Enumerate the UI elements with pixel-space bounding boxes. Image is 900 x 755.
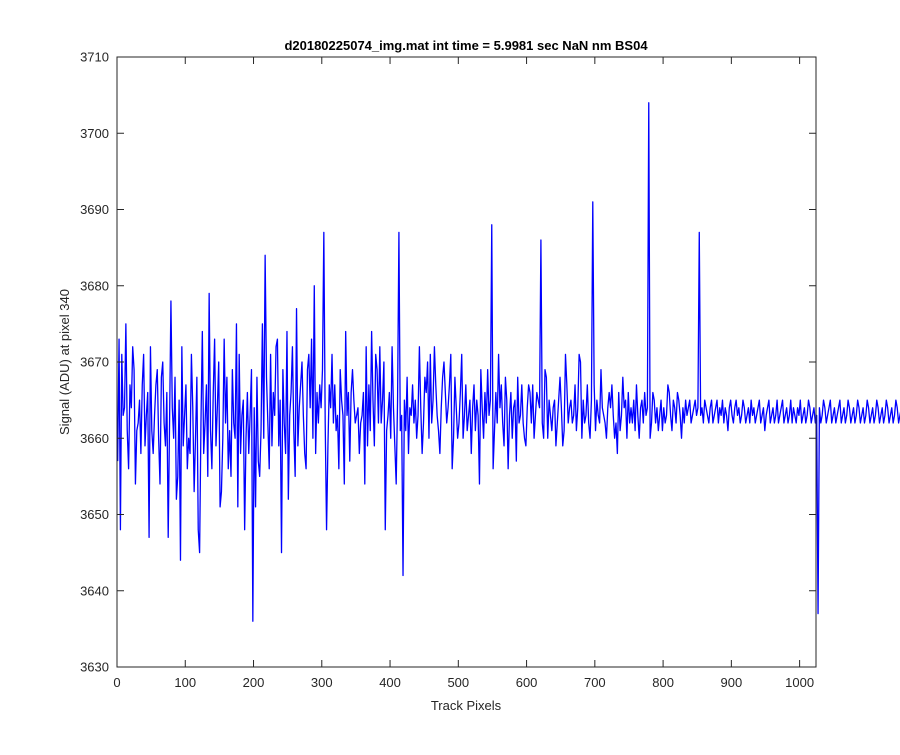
y-tick-label: 3700	[80, 126, 109, 141]
y-axis-label: Signal (ADU) at pixel 340	[57, 289, 72, 435]
x-tick-label: 900	[721, 675, 743, 690]
x-tick-label: 1000	[785, 675, 814, 690]
plot-area	[117, 57, 816, 667]
x-tick-label: 800	[652, 675, 674, 690]
y-tick-label: 3640	[80, 583, 109, 598]
y-tick-label: 3650	[80, 507, 109, 522]
x-tick-label: 100	[174, 675, 196, 690]
x-tick-label: 500	[447, 675, 469, 690]
y-tick-label: 3710	[80, 50, 109, 65]
x-axis-label: Track Pixels	[431, 698, 502, 713]
x-tick-label: 700	[584, 675, 606, 690]
y-tick-label: 3670	[80, 355, 109, 370]
series-line-1	[117, 102, 900, 622]
x-tick-label: 400	[379, 675, 401, 690]
x-tick-label: 300	[311, 675, 333, 690]
y-tick-label: 3690	[80, 202, 109, 217]
y-tick-label: 3630	[80, 660, 109, 675]
x-tick-label: 600	[516, 675, 538, 690]
x-tick-label: 200	[243, 675, 265, 690]
y-tick-label: 3660	[80, 431, 109, 446]
x-tick-label: 0	[113, 675, 120, 690]
chart-title: d20180225074_img.mat int time = 5.9981 s…	[284, 38, 648, 53]
y-tick-label: 3680	[80, 278, 109, 293]
